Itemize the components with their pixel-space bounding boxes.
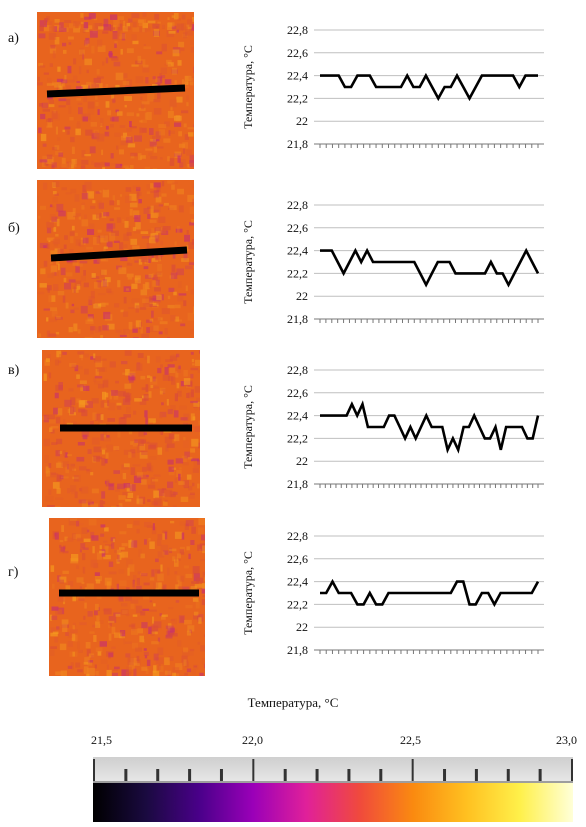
- y-tick-label: 21,8: [287, 312, 308, 326]
- y-tick-label: 22,4: [287, 575, 308, 589]
- thermogram-v: [42, 350, 200, 507]
- colorbar-label-22-5: 22,5: [400, 733, 421, 748]
- y-tick-label: 22: [296, 620, 308, 634]
- y-tick-label: 22,8: [287, 363, 308, 377]
- y-tick-label: 22: [296, 454, 308, 468]
- line-chart-a: Температура, °C 21,8 22 22,2 22,4 22,6 22,8: [240, 18, 586, 158]
- line-chart-b: Температура, °C 21,8 22 22,2 22,4 22,6 22,8: [240, 193, 586, 333]
- series-line: [320, 76, 538, 99]
- y-tick-label: 22,2: [287, 431, 308, 445]
- colorbar-label-22-0: 22,0: [242, 733, 263, 748]
- colorbar-label-21-5: 21,5: [91, 733, 112, 748]
- line-chart-v: Температура, °C 21,8 22 22,2 22,4 22,6 22,8: [240, 358, 586, 498]
- y-tick-label: 22,4: [287, 244, 308, 258]
- y-tick-label: 22,6: [287, 46, 308, 60]
- y-axis-title: Температура, °C: [241, 385, 255, 469]
- y-tick-label: 22,8: [287, 198, 308, 212]
- series-line: [320, 582, 538, 605]
- y-tick-label: 22,2: [287, 91, 308, 105]
- y-tick-label: 22: [296, 114, 308, 128]
- y-tick-label: 22,8: [287, 529, 308, 543]
- y-tick-label: 22,6: [287, 221, 308, 235]
- y-axis-title: Температура, °C: [241, 220, 255, 304]
- colorbar-label-23-0: 23,0: [556, 733, 577, 748]
- series-line: [320, 251, 538, 285]
- y-tick-label: 22: [296, 289, 308, 303]
- line-chart-g: Температура, °C 21,8 22 22,2 22,4 22,6 22,8: [240, 524, 586, 664]
- y-tick-label: 21,8: [287, 137, 308, 151]
- thermogram-b: [37, 180, 194, 338]
- panel-label-g: г): [8, 565, 18, 581]
- panel-label-a: а): [8, 31, 19, 47]
- y-axis-title: Температура, °C: [241, 551, 255, 635]
- colorbar-gradient: [93, 783, 573, 822]
- panel-label-b: б): [8, 221, 20, 237]
- colorbar-title: Температура, °C: [0, 695, 586, 711]
- panel-label-v: в): [8, 363, 19, 379]
- y-axis-title: Температура, °C: [241, 45, 255, 129]
- thermogram-g: [49, 518, 205, 676]
- y-tick-label: 22,4: [287, 409, 308, 423]
- y-tick-label: 22,4: [287, 69, 308, 83]
- y-tick-label: 21,8: [287, 643, 308, 657]
- series-line: [320, 404, 538, 450]
- y-tick-label: 22,6: [287, 386, 308, 400]
- colorbar: [93, 757, 573, 822]
- y-tick-label: 21,8: [287, 477, 308, 491]
- y-tick-label: 22,8: [287, 23, 308, 37]
- colorbar-scale-strip: [93, 757, 573, 783]
- y-tick-label: 22,2: [287, 266, 308, 280]
- y-tick-label: 22,6: [287, 552, 308, 566]
- thermogram-a: [37, 12, 194, 169]
- y-tick-label: 22,2: [287, 597, 308, 611]
